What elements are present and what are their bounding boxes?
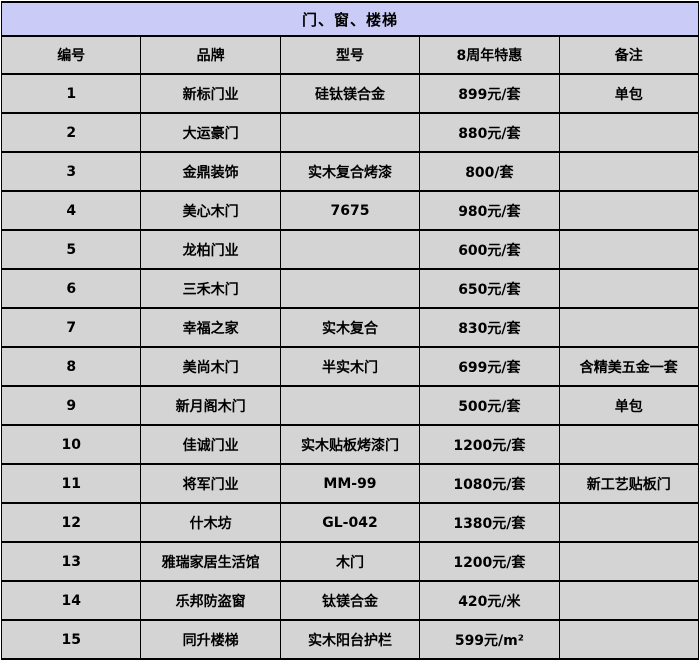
cell-number: 15 (0, 619, 142, 660)
cell-price: 800/套 (419, 151, 560, 192)
cell-model: 实木阳台护栏 (279, 619, 421, 660)
cell-brand: 乐邦防盗窗 (140, 580, 281, 621)
cell-brand: 将军门业 (140, 463, 281, 504)
cell-number: 7 (0, 307, 142, 348)
table-row: 3 金鼎装饰 实木复合烤漆 800/套 (0, 151, 700, 192)
cell-price: 830元/套 (419, 307, 560, 348)
cell-note: 含精美五金一套 (558, 346, 700, 387)
table-row: 9 新月阁木门 500元/套 单包 (0, 385, 700, 426)
cell-note (558, 541, 700, 582)
cell-model (279, 229, 421, 270)
cell-brand: 同升楼梯 (140, 619, 281, 660)
table-row: 15 同升楼梯 实木阳台护栏 599元/m² (0, 619, 700, 660)
cell-brand: 新标门业 (140, 73, 281, 114)
cell-brand: 三禾木门 (140, 268, 281, 309)
cell-price: 420元/米 (419, 580, 560, 621)
table-row: 11 将军门业 MM-99 1080元/套 新工艺贴板门 (0, 463, 700, 504)
column-header-special: 8周年特惠 (419, 35, 560, 75)
cell-model: MM-99 (279, 463, 421, 504)
cell-number: 6 (0, 268, 142, 309)
cell-note (558, 307, 700, 348)
cell-model: GL-042 (279, 502, 421, 543)
table-row: 5 龙柏门业 600元/套 (0, 229, 700, 270)
cell-number: 1 (0, 73, 142, 114)
column-header-brand: 品牌 (140, 35, 281, 75)
cell-model (279, 268, 421, 309)
cell-model: 实木贴板烤漆门 (279, 424, 421, 465)
cell-note (558, 424, 700, 465)
cell-price: 1200元/套 (419, 424, 560, 465)
cell-note: 新工艺贴板门 (558, 463, 700, 504)
cell-model: 钛镁合金 (279, 580, 421, 621)
cell-price: 600元/套 (419, 229, 560, 270)
cell-model: 实木复合 (279, 307, 421, 348)
cell-brand: 美尚木门 (140, 346, 281, 387)
cell-brand: 幸福之家 (140, 307, 281, 348)
cell-price: 599元/m² (419, 619, 560, 660)
cell-number: 4 (0, 190, 142, 231)
table-row: 2 大运豪门 880元/套 (0, 112, 700, 153)
cell-brand: 什木坊 (140, 502, 281, 543)
cell-number: 12 (0, 502, 142, 543)
column-header-note: 备注 (558, 35, 700, 75)
cell-price: 1380元/套 (419, 502, 560, 543)
cell-price: 880元/套 (419, 112, 560, 153)
cell-number: 11 (0, 463, 142, 504)
table-row: 10 佳诚门业 实木贴板烤漆门 1200元/套 (0, 424, 700, 465)
cell-number: 8 (0, 346, 142, 387)
cell-model: 木门 (279, 541, 421, 582)
cell-number: 5 (0, 229, 142, 270)
cell-note (558, 619, 700, 660)
column-header-number: 编号 (0, 35, 142, 75)
cell-brand: 新月阁木门 (140, 385, 281, 426)
cell-note (558, 580, 700, 621)
cell-brand: 雅瑞家居生活馆 (140, 541, 281, 582)
cell-model: 7675 (279, 190, 421, 231)
cell-model (279, 385, 421, 426)
cell-model: 半实木门 (279, 346, 421, 387)
cell-number: 10 (0, 424, 142, 465)
cell-note (558, 112, 700, 153)
cell-note (558, 229, 700, 270)
cell-note: 单包 (558, 385, 700, 426)
cell-brand: 佳诚门业 (140, 424, 281, 465)
cell-note (558, 268, 700, 309)
table-row: 8 美尚木门 半实木门 699元/套 含精美五金一套 (0, 346, 700, 387)
cell-price: 500元/套 (419, 385, 560, 426)
cell-note (558, 502, 700, 543)
cell-number: 13 (0, 541, 142, 582)
cell-model: 硅钛镁合金 (279, 73, 421, 114)
cell-number: 2 (0, 112, 142, 153)
table-row: 1 新标门业 硅钛镁合金 899元/套 单包 (0, 73, 700, 114)
cell-price: 1080元/套 (419, 463, 560, 504)
cell-note (558, 190, 700, 231)
cell-brand: 金鼎装饰 (140, 151, 281, 192)
table-title-row: 门、窗、楼梯 (1, 1, 699, 37)
cell-price: 650元/套 (419, 268, 560, 309)
cell-price: 699元/套 (419, 346, 560, 387)
cell-brand: 美心木门 (140, 190, 281, 231)
column-header-model: 型号 (279, 35, 421, 75)
cell-brand: 大运豪门 (140, 112, 281, 153)
cell-number: 14 (0, 580, 142, 621)
table-row: 6 三禾木门 650元/套 (0, 268, 700, 309)
cell-number: 9 (0, 385, 142, 426)
cell-price: 899元/套 (419, 73, 560, 114)
table-row: 7 幸福之家 实木复合 830元/套 (0, 307, 700, 348)
cell-note (558, 151, 700, 192)
table-row: 13 雅瑞家居生活馆 木门 1200元/套 (0, 541, 700, 582)
table-row: 14 乐邦防盗窗 钛镁合金 420元/米 (0, 580, 700, 621)
table-row: 4 美心木门 7675 980元/套 (0, 190, 700, 231)
cell-number: 3 (0, 151, 142, 192)
cell-model (279, 112, 421, 153)
table-header-row: 编号 品牌 型号 8周年特惠 备注 (0, 35, 700, 75)
cell-note: 单包 (558, 73, 700, 114)
table-row: 12 什木坊 GL-042 1380元/套 (0, 502, 700, 543)
cell-model: 实木复合烤漆 (279, 151, 421, 192)
cell-price: 1200元/套 (419, 541, 560, 582)
cell-brand: 龙柏门业 (140, 229, 281, 270)
table-title: 门、窗、楼梯 (1, 1, 699, 37)
cell-price: 980元/套 (419, 190, 560, 231)
